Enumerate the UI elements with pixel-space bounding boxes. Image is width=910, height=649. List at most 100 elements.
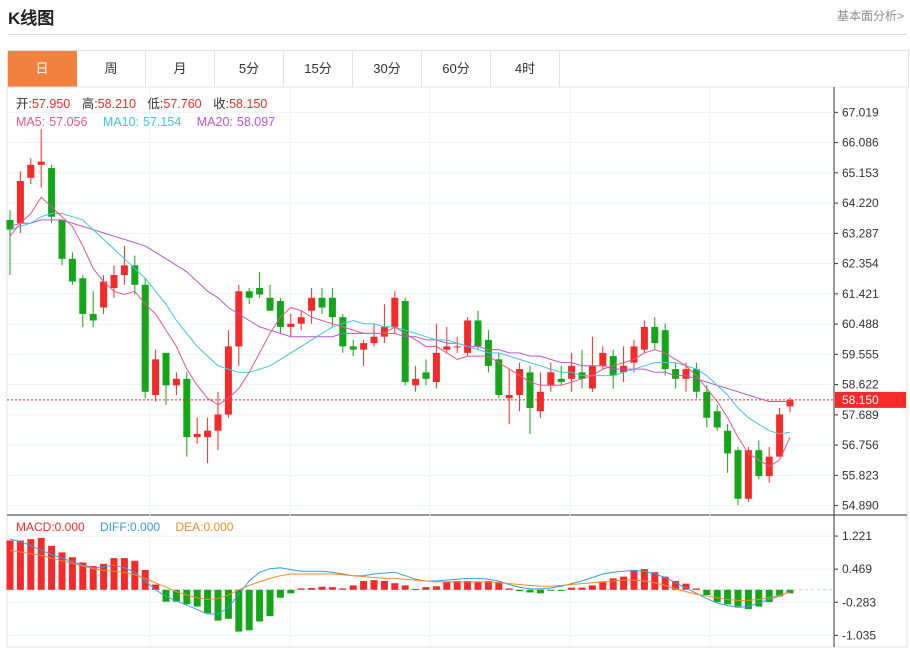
macd-histogram-bar bbox=[755, 589, 763, 607]
candle-body bbox=[131, 265, 139, 285]
fundamental-analysis-link[interactable]: 基本面分析> bbox=[836, 9, 904, 23]
macd-histogram-bar bbox=[557, 589, 565, 591]
candle-body bbox=[349, 346, 357, 350]
candle-body bbox=[661, 330, 669, 370]
candle-body bbox=[703, 391, 711, 418]
macd-histogram-bar bbox=[776, 589, 784, 597]
macd-histogram-bar bbox=[110, 558, 118, 590]
macd-histogram-bar bbox=[328, 587, 336, 590]
ma10-line bbox=[9, 213, 791, 435]
tab-week[interactable]: 周 bbox=[77, 51, 146, 87]
candle-body bbox=[235, 291, 243, 347]
candle-body bbox=[245, 291, 253, 298]
candle-body bbox=[401, 301, 409, 383]
macd-histogram-bar bbox=[214, 589, 222, 621]
tab-5min[interactable]: 5分 bbox=[215, 51, 284, 87]
candle-body bbox=[412, 378, 420, 386]
candle-body bbox=[276, 301, 284, 327]
macd-histogram-bar bbox=[412, 588, 420, 590]
ma10-value: 57.154 bbox=[143, 115, 181, 129]
candle-body bbox=[266, 297, 274, 311]
candle-body bbox=[536, 391, 544, 412]
candle-body bbox=[464, 320, 472, 353]
macd-histogram-bar bbox=[661, 576, 669, 590]
candle-body bbox=[422, 372, 430, 379]
close-value: 58.150 bbox=[229, 97, 267, 111]
candle-body bbox=[360, 343, 368, 350]
close-label: 收: bbox=[213, 97, 229, 111]
macd-histogram-bar bbox=[464, 581, 472, 590]
open-value: 57.950 bbox=[32, 97, 70, 111]
macd-histogram-bar bbox=[360, 581, 368, 590]
candle-body bbox=[120, 265, 128, 276]
macd-histogram-bar bbox=[141, 570, 149, 590]
candle-body bbox=[328, 297, 336, 318]
ma20-line bbox=[9, 219, 790, 402]
macd-histogram-bar bbox=[37, 537, 45, 590]
price-tick-label: 56.756 bbox=[842, 438, 879, 452]
candle-body bbox=[152, 359, 160, 396]
candle-body bbox=[630, 346, 638, 363]
macd-histogram-bar bbox=[224, 589, 232, 619]
macd-histogram-bar bbox=[370, 580, 378, 590]
ma5-label: MA5: bbox=[16, 115, 45, 129]
candle-body bbox=[58, 219, 66, 259]
candle-body bbox=[547, 372, 555, 386]
price-tick-label: 65.153 bbox=[842, 166, 879, 180]
high-label: 高: bbox=[82, 96, 98, 111]
candle-body bbox=[193, 433, 201, 438]
tab-30min[interactable]: 30分 bbox=[353, 51, 422, 87]
macd-histogram-bar bbox=[245, 589, 253, 631]
macd-histogram-bar bbox=[640, 569, 648, 590]
candle-body bbox=[588, 365, 596, 389]
indicator-readouts: 开:57.950 高:58.210 低:57.760 收:58.150 MA5:… bbox=[16, 96, 275, 534]
macd-histogram-bar bbox=[474, 581, 482, 590]
macd-histogram-bar bbox=[547, 589, 555, 591]
macd-histogram-bar bbox=[183, 589, 191, 605]
macd-histogram-bar bbox=[786, 589, 794, 594]
macd-histogram-bar bbox=[609, 578, 617, 590]
moving-average-lines bbox=[9, 196, 791, 467]
macd-histogram-bar bbox=[599, 581, 607, 590]
macd-histogram-bar bbox=[526, 589, 534, 593]
macd-histogram-bar bbox=[682, 583, 690, 590]
ma10-label: MA10: bbox=[103, 115, 139, 129]
candle-body bbox=[100, 281, 108, 308]
macd-value: 0.000 bbox=[55, 520, 85, 534]
last-price-badge bbox=[835, 391, 906, 408]
macd-histogram-bar bbox=[287, 589, 295, 594]
chart-border bbox=[6, 86, 908, 648]
macd-histogram-bar bbox=[152, 584, 160, 590]
last-price-label: 58.150 bbox=[842, 393, 879, 407]
candle-body bbox=[339, 317, 347, 347]
ma20-label: MA20: bbox=[197, 115, 233, 129]
candle-body bbox=[110, 275, 118, 289]
candle-body bbox=[755, 450, 763, 477]
macd-histogram-bar bbox=[276, 589, 284, 598]
candle-body bbox=[287, 323, 295, 327]
tab-month[interactable]: 月 bbox=[146, 51, 215, 87]
price-tick-label: 66.086 bbox=[842, 136, 879, 150]
tab-15min[interactable]: 15分 bbox=[284, 51, 353, 87]
tab-4hour[interactable]: 4时 bbox=[491, 51, 560, 87]
macd-histogram-bar bbox=[484, 581, 492, 590]
macd-tick-label: 1.221 bbox=[842, 529, 872, 543]
macd-histogram-bar bbox=[651, 572, 659, 590]
candle-body bbox=[734, 450, 742, 499]
candle-body bbox=[557, 378, 565, 383]
candle-body bbox=[183, 378, 191, 438]
dea-label: DEA: bbox=[175, 520, 203, 534]
tab-60min[interactable]: 60分 bbox=[422, 51, 491, 87]
macd-histogram-bar bbox=[578, 587, 586, 590]
macd-tick-label: 0.469 bbox=[842, 562, 872, 576]
tab-day[interactable]: 日 bbox=[8, 51, 77, 87]
price-tick-label: 67.019 bbox=[842, 105, 879, 119]
candle-body bbox=[224, 346, 232, 415]
candle-body bbox=[297, 317, 305, 324]
macd-histogram-bar bbox=[308, 588, 316, 590]
candle-body bbox=[27, 164, 35, 178]
candle-body bbox=[68, 258, 76, 282]
macd-histogram-bar bbox=[79, 562, 87, 590]
macd-histogram-bar bbox=[422, 587, 430, 590]
